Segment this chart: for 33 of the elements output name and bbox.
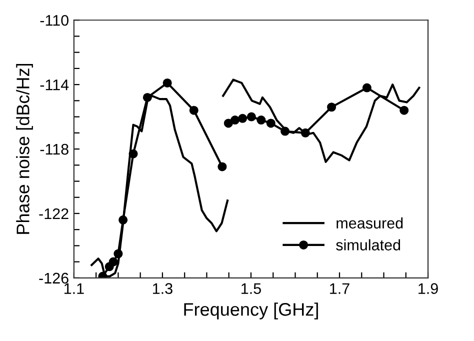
y-tick-label: -114 <box>40 80 69 90</box>
point <box>118 215 128 224</box>
point <box>256 116 266 125</box>
point <box>114 249 123 258</box>
x-tick-label: 1.1 <box>64 283 84 294</box>
y-tick-label: -118 <box>40 144 68 155</box>
y-axis-title: Phase noise [dBc/Hz] <box>16 64 33 234</box>
point <box>162 78 172 88</box>
point <box>362 83 372 92</box>
x-tick-label: 1.5 <box>242 283 261 294</box>
point <box>108 257 118 266</box>
legend-label: measured <box>336 217 403 229</box>
y-tick-label: -126 <box>39 272 68 284</box>
point <box>128 149 138 158</box>
y-tick-label: -122 <box>39 208 68 219</box>
point <box>142 92 152 102</box>
point <box>230 116 240 125</box>
point <box>327 102 336 112</box>
x-tick-label: 1.7 <box>330 283 350 294</box>
point <box>189 106 198 115</box>
legend-label: simulated <box>336 239 400 250</box>
point <box>238 114 248 123</box>
y-tick-label: -110 <box>40 14 68 26</box>
point <box>218 162 227 172</box>
point <box>280 126 290 136</box>
point <box>300 128 310 138</box>
point <box>246 112 256 122</box>
point <box>266 118 276 128</box>
point <box>224 118 233 128</box>
x-axis-title: Frequency [GHz] <box>184 302 318 320</box>
x-tick-label: 1.3 <box>153 283 172 294</box>
point <box>400 106 409 115</box>
x-tick-label: 1.9 <box>418 283 438 294</box>
